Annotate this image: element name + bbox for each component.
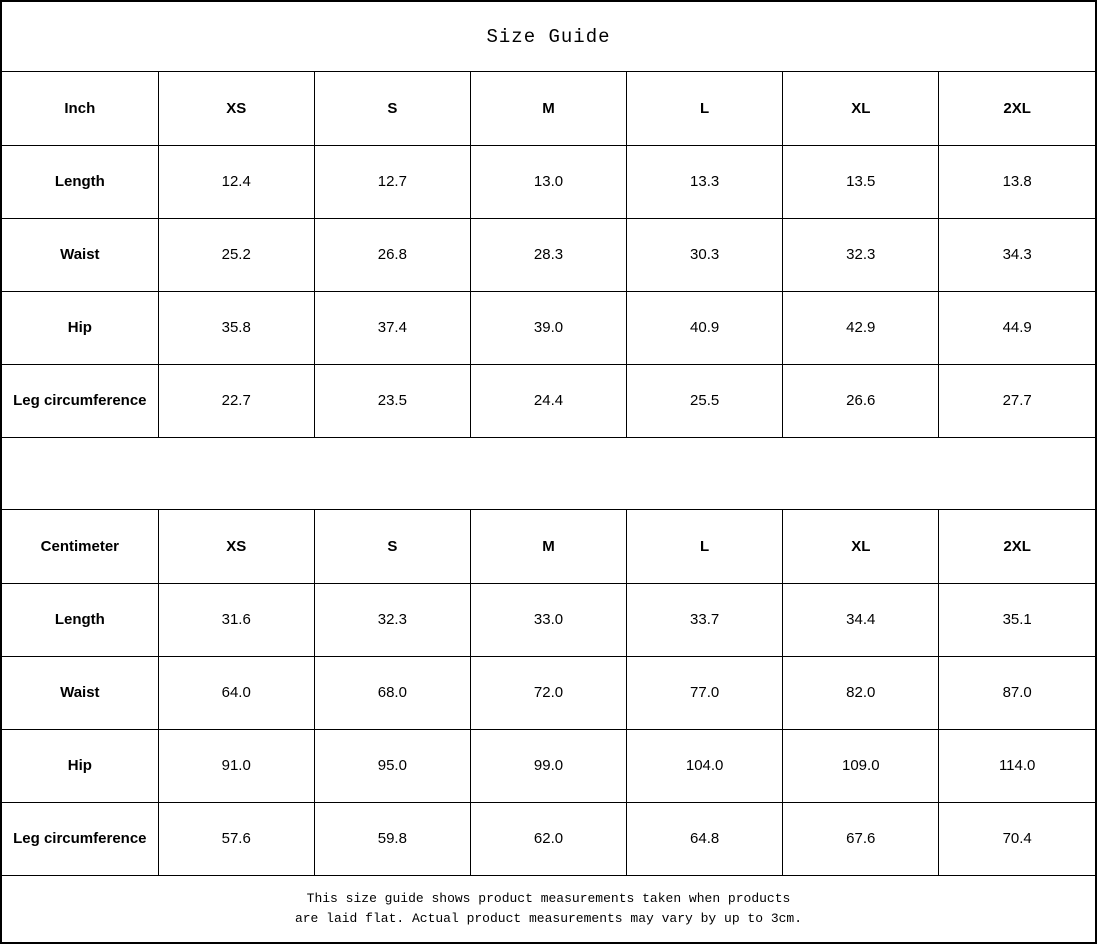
size-guide-title: Size Guide [2, 2, 1095, 72]
size-value-cell: 95.0 [313, 728, 471, 803]
size-header-cell: S [313, 509, 471, 584]
unit-header-cell: Centimeter [1, 509, 159, 584]
size-value-cell: 64.0 [157, 655, 315, 730]
size-value-cell: 57.6 [157, 801, 315, 876]
size-value-cell: 13.8 [938, 144, 1096, 219]
size-value-cell: 37.4 [313, 290, 471, 365]
size-header-cell: XS [157, 71, 315, 146]
size-value-cell: 22.7 [157, 363, 315, 438]
size-value-cell: 68.0 [313, 655, 471, 730]
measurement-label-cell: Leg circumference [1, 363, 159, 438]
size-value-cell: 62.0 [469, 801, 628, 876]
size-value-cell: 13.3 [626, 144, 784, 219]
size-value-cell: 33.7 [626, 582, 784, 657]
size-value-cell: 13.5 [782, 144, 940, 219]
measurement-label-cell: Length [1, 582, 159, 657]
measurement-label-cell: Hip [1, 290, 159, 365]
size-guide-footnote: This size guide shows product measuremen… [2, 875, 1095, 942]
size-header-cell: XL [782, 509, 940, 584]
size-value-cell: 23.5 [313, 363, 471, 438]
table-row: Leg circumference 57.6 59.8 62.0 64.8 67.6 70.… [1, 801, 1096, 876]
table-row: Waist 64.0 68.0 72.0 77.0 82.0 87.0 [1, 655, 1096, 730]
size-header-cell: S [313, 71, 471, 146]
measurement-label-cell: Waist [1, 217, 159, 292]
size-value-cell: 25.5 [626, 363, 784, 438]
header-row: Inch XS S M L XL 2XL [1, 71, 1096, 146]
size-value-cell: 114.0 [938, 728, 1096, 803]
footnote-line-1: This size guide shows product measuremen… [306, 891, 791, 906]
size-value-cell: 99.0 [469, 728, 628, 803]
size-value-cell: 77.0 [626, 655, 784, 730]
size-value-cell: 26.8 [313, 217, 471, 292]
size-value-cell: 33.0 [469, 582, 628, 657]
size-table-centimeter: Centimeter XS S M L XL 2XL Length 31.6 32.3 33.0 33… [1, 509, 1096, 876]
size-value-cell: 44.9 [938, 290, 1096, 365]
size-value-cell: 13.0 [469, 144, 628, 219]
size-value-cell: 82.0 [782, 655, 940, 730]
size-value-cell: 59.8 [313, 801, 471, 876]
size-value-cell: 104.0 [626, 728, 784, 803]
size-header-cell: 2XL [938, 71, 1096, 146]
size-value-cell: 67.6 [782, 801, 940, 876]
unit-header-cell: Inch [1, 71, 159, 146]
size-value-cell: 12.4 [157, 144, 315, 219]
size-value-cell: 35.8 [157, 290, 315, 365]
size-value-cell: 34.4 [782, 582, 940, 657]
size-value-cell: 27.7 [938, 363, 1096, 438]
size-header-cell: 2XL [938, 509, 1096, 584]
table-row: Length 12.4 12.7 13.0 13.3 13.5 13.8 [1, 144, 1096, 219]
size-value-cell: 91.0 [157, 728, 315, 803]
table-row: Hip 35.8 37.4 39.0 40.9 42.9 44.9 [1, 290, 1096, 365]
size-value-cell: 32.3 [782, 217, 940, 292]
size-value-cell: 42.9 [782, 290, 940, 365]
size-header-cell: XL [782, 71, 940, 146]
size-value-cell: 34.3 [938, 217, 1096, 292]
size-value-cell: 109.0 [782, 728, 940, 803]
footnote-line-2: are laid flat. Actual product measuremen… [294, 911, 803, 926]
size-value-cell: 32.3 [313, 582, 471, 657]
size-value-cell: 25.2 [157, 217, 315, 292]
size-value-cell: 64.8 [626, 801, 784, 876]
size-header-cell: M [469, 71, 628, 146]
size-value-cell: 35.1 [938, 582, 1096, 657]
size-value-cell: 87.0 [938, 655, 1096, 730]
size-header-cell: L [626, 71, 784, 146]
table-spacer [2, 437, 1095, 510]
size-value-cell: 31.6 [157, 582, 315, 657]
table-row: Length 31.6 32.3 33.0 33.7 34.4 35.1 [1, 582, 1096, 657]
measurement-label-cell: Waist [1, 655, 159, 730]
measurement-label-cell: Length [1, 144, 159, 219]
size-value-cell: 72.0 [469, 655, 628, 730]
size-header-cell: M [469, 509, 628, 584]
table-row: Waist 25.2 26.8 28.3 30.3 32.3 34.3 [1, 217, 1096, 292]
size-value-cell: 26.6 [782, 363, 940, 438]
table-row: Leg circumference 22.7 23.5 24.4 25.5 26.6 27.… [1, 363, 1096, 438]
table-row: Hip 91.0 95.0 99.0 104.0 109.0 114.0 [1, 728, 1096, 803]
size-table-inch: Inch XS S M L XL 2XL Length 12.4 12.7 13.0 13.3 13.5… [1, 71, 1096, 438]
size-value-cell: 24.4 [469, 363, 628, 438]
measurement-label-cell: Hip [1, 728, 159, 803]
measurement-label-cell: Leg circumference [1, 801, 159, 876]
size-value-cell: 12.7 [313, 144, 471, 219]
size-header-cell: L [626, 509, 784, 584]
header-row: Centimeter XS S M L XL 2XL [1, 509, 1096, 584]
size-value-cell: 30.3 [626, 217, 784, 292]
size-value-cell: 39.0 [469, 290, 628, 365]
size-header-cell: XS [157, 509, 315, 584]
size-value-cell: 28.3 [469, 217, 628, 292]
size-value-cell: 70.4 [938, 801, 1096, 876]
size-value-cell: 40.9 [626, 290, 784, 365]
